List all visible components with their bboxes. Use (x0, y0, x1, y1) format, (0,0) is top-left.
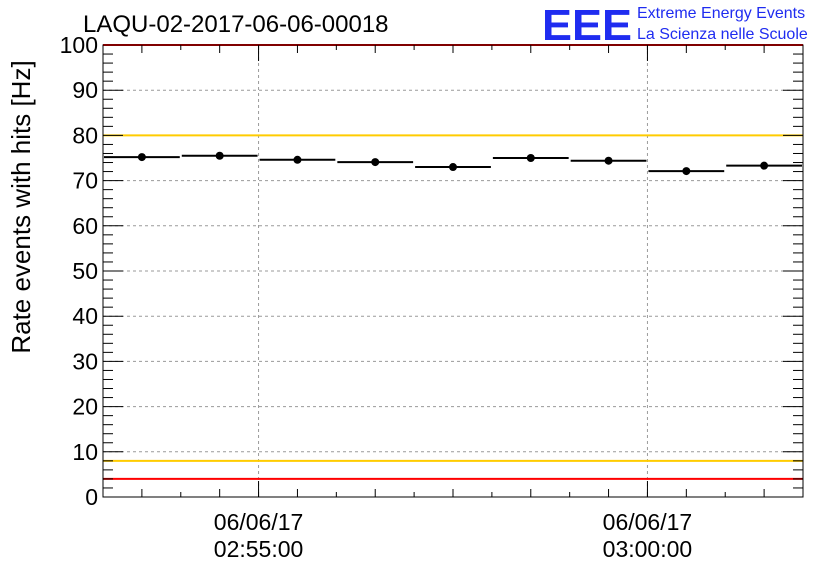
data-point (760, 161, 769, 170)
data-point (371, 158, 380, 167)
y-tick-label: 90 (72, 77, 98, 103)
data-point (604, 156, 613, 165)
eee-logo-line1: Extreme Energy Events (637, 5, 805, 22)
y-tick-label: 40 (72, 303, 98, 329)
eee-logo-mark: EEE (542, 1, 632, 50)
y-tick-label: 70 (72, 168, 98, 194)
x-tick-label-date: 06/06/17 (214, 509, 304, 535)
data-point (526, 154, 535, 162)
data-layer (104, 151, 802, 176)
x-tick-label-time: 02:55:00 (214, 536, 304, 562)
y-tick-label: 10 (72, 439, 98, 465)
y-tick-label: 0 (85, 484, 98, 510)
x-tick-label-date: 06/06/17 (603, 509, 693, 535)
data-point (449, 163, 457, 172)
eee-logo: EEE Extreme Energy Events La Scienza nel… (542, 1, 808, 50)
tick-labels: 010203040506070809010006/06/1702:55:0006… (60, 32, 693, 562)
y-tick-label: 30 (72, 348, 98, 374)
reference-lines (103, 44, 803, 480)
y-tick-label: 100 (60, 32, 98, 58)
x-tick-label-time: 03:00:00 (603, 536, 693, 562)
data-point (293, 155, 302, 164)
y-tick-label: 50 (72, 258, 98, 284)
y-tick-label: 20 (72, 394, 98, 420)
chart-title: LAQU-02-2017-06-06-00018 (83, 11, 389, 38)
eee-logo-line2: La Scienza nelle Scuole (637, 26, 808, 43)
tick-layer (102, 44, 804, 498)
y-tick-label: 60 (72, 213, 98, 239)
y-tick-label: 80 (72, 122, 98, 148)
data-point (682, 167, 691, 176)
data-point (215, 151, 224, 160)
data-point (137, 153, 146, 162)
grid-layer (103, 45, 803, 497)
y-axis-label: Rate events with hits [Hz] (6, 60, 36, 353)
